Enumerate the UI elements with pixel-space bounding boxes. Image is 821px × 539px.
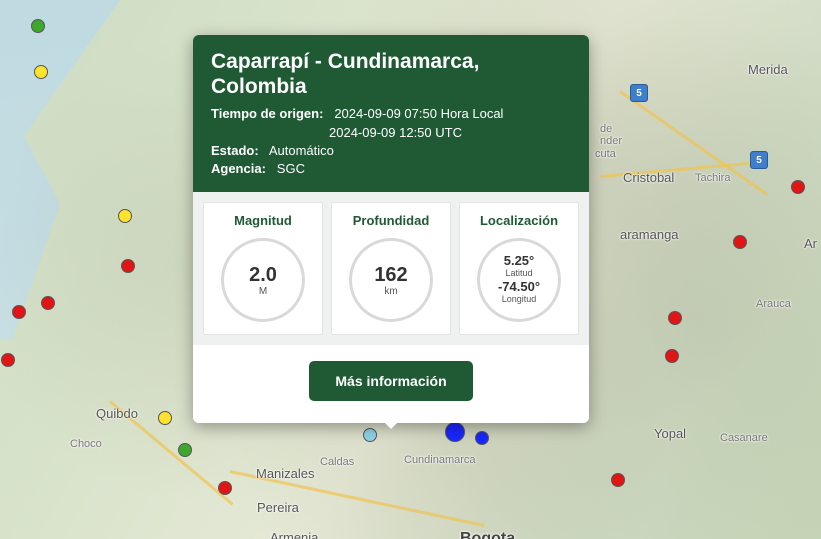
route-shield: 5 <box>750 151 768 169</box>
longitude-value: -74.50° <box>498 280 540 294</box>
seismic-marker[interactable] <box>665 349 679 363</box>
city-label: dender <box>600 123 622 147</box>
state-label: Estado: <box>211 143 259 158</box>
city-label: Casanare <box>720 432 768 444</box>
latitude-value: 5.25° <box>504 254 535 268</box>
stat-magnitude-title: Magnitud <box>208 213 318 228</box>
stat-location-title: Localización <box>464 213 574 228</box>
seismic-marker[interactable] <box>475 431 489 445</box>
city-label: Cundinamarca <box>404 454 476 466</box>
seismic-marker[interactable] <box>31 19 45 33</box>
origin-local: 2024-09-09 07:50 Hora Local <box>334 106 503 121</box>
city-label: Tachira <box>695 172 730 184</box>
seismic-marker[interactable] <box>363 428 377 442</box>
stat-location: Localización 5.25° Latitud -74.50° Longi… <box>459 202 579 335</box>
depth-value: 162 <box>374 264 407 286</box>
route-shield: 5 <box>630 84 648 102</box>
city-label: Manizales <box>256 466 315 481</box>
depth-unit: km <box>384 286 397 297</box>
seismic-marker[interactable] <box>158 411 172 425</box>
city-label: aramanga <box>620 227 679 242</box>
city-label: Caldas <box>320 456 354 468</box>
popup-title: Caparrapí - Cundinamarca, Colombia <box>211 49 571 99</box>
seismic-marker[interactable] <box>668 311 682 325</box>
city-label: Pereira <box>257 500 299 515</box>
city-label: Yopal <box>654 426 686 441</box>
origin-label: Tiempo de origen: <box>211 106 323 121</box>
magnitude-value: 2.0 <box>249 264 277 286</box>
seismic-marker[interactable] <box>118 209 132 223</box>
event-popup: Caparrapí - Cundinamarca, Colombia Tiemp… <box>193 35 589 423</box>
stat-depth-title: Profundidad <box>336 213 446 228</box>
location-circle: 5.25° Latitud -74.50° Longitud <box>477 238 561 322</box>
magnitude-unit: M <box>259 286 267 297</box>
state-value: Automático <box>269 143 334 158</box>
seismic-marker[interactable] <box>12 305 26 319</box>
city-label: Bogota <box>460 530 515 539</box>
seismic-marker[interactable] <box>1 353 15 367</box>
seismic-marker[interactable] <box>178 443 192 457</box>
city-label: Quibdo <box>96 406 138 421</box>
stat-magnitude: Magnitud 2.0 M <box>203 202 323 335</box>
seismic-marker[interactable] <box>218 481 232 495</box>
city-label: Choco <box>70 438 102 450</box>
seismic-marker[interactable] <box>121 259 135 273</box>
city-label: Cristobal <box>623 170 674 185</box>
city-label: cuta <box>595 148 616 160</box>
state-row: Estado: Automático <box>211 142 571 160</box>
origin-time-row: Tiempo de origen: 2024-09-09 07:50 Hora … <box>211 105 571 123</box>
more-info-button[interactable]: Más información <box>309 361 472 401</box>
agency-label: Agencia: <box>211 161 266 176</box>
city-label: Merida <box>748 62 788 77</box>
origin-utc: 2024-09-09 12:50 UTC <box>211 124 571 142</box>
seismic-marker[interactable] <box>733 235 747 249</box>
popup-header: Caparrapí - Cundinamarca, Colombia Tiemp… <box>193 35 589 192</box>
stats-row: Magnitud 2.0 M Profundidad 162 km Locali… <box>193 192 589 345</box>
seismic-marker[interactable] <box>41 296 55 310</box>
agency-value: SGC <box>277 161 305 176</box>
latitude-label: Latitud <box>505 268 532 278</box>
city-label: Armenia <box>270 530 318 539</box>
city-label: Ar <box>804 236 817 251</box>
seismic-marker[interactable] <box>611 473 625 487</box>
stat-depth: Profundidad 162 km <box>331 202 451 335</box>
popup-footer: Más información <box>193 345 589 423</box>
magnitude-circle: 2.0 M <box>221 238 305 322</box>
seismic-marker[interactable] <box>791 180 805 194</box>
map-container[interactable]: 5 5 Merida dendercuta Cristobal Tachira arama… <box>0 0 821 539</box>
longitude-label: Longitud <box>502 294 537 304</box>
seismic-marker[interactable] <box>34 65 48 79</box>
seismic-marker[interactable] <box>445 422 465 442</box>
agency-row: Agencia: SGC <box>211 160 571 178</box>
depth-circle: 162 km <box>349 238 433 322</box>
city-label: Arauca <box>756 298 791 310</box>
